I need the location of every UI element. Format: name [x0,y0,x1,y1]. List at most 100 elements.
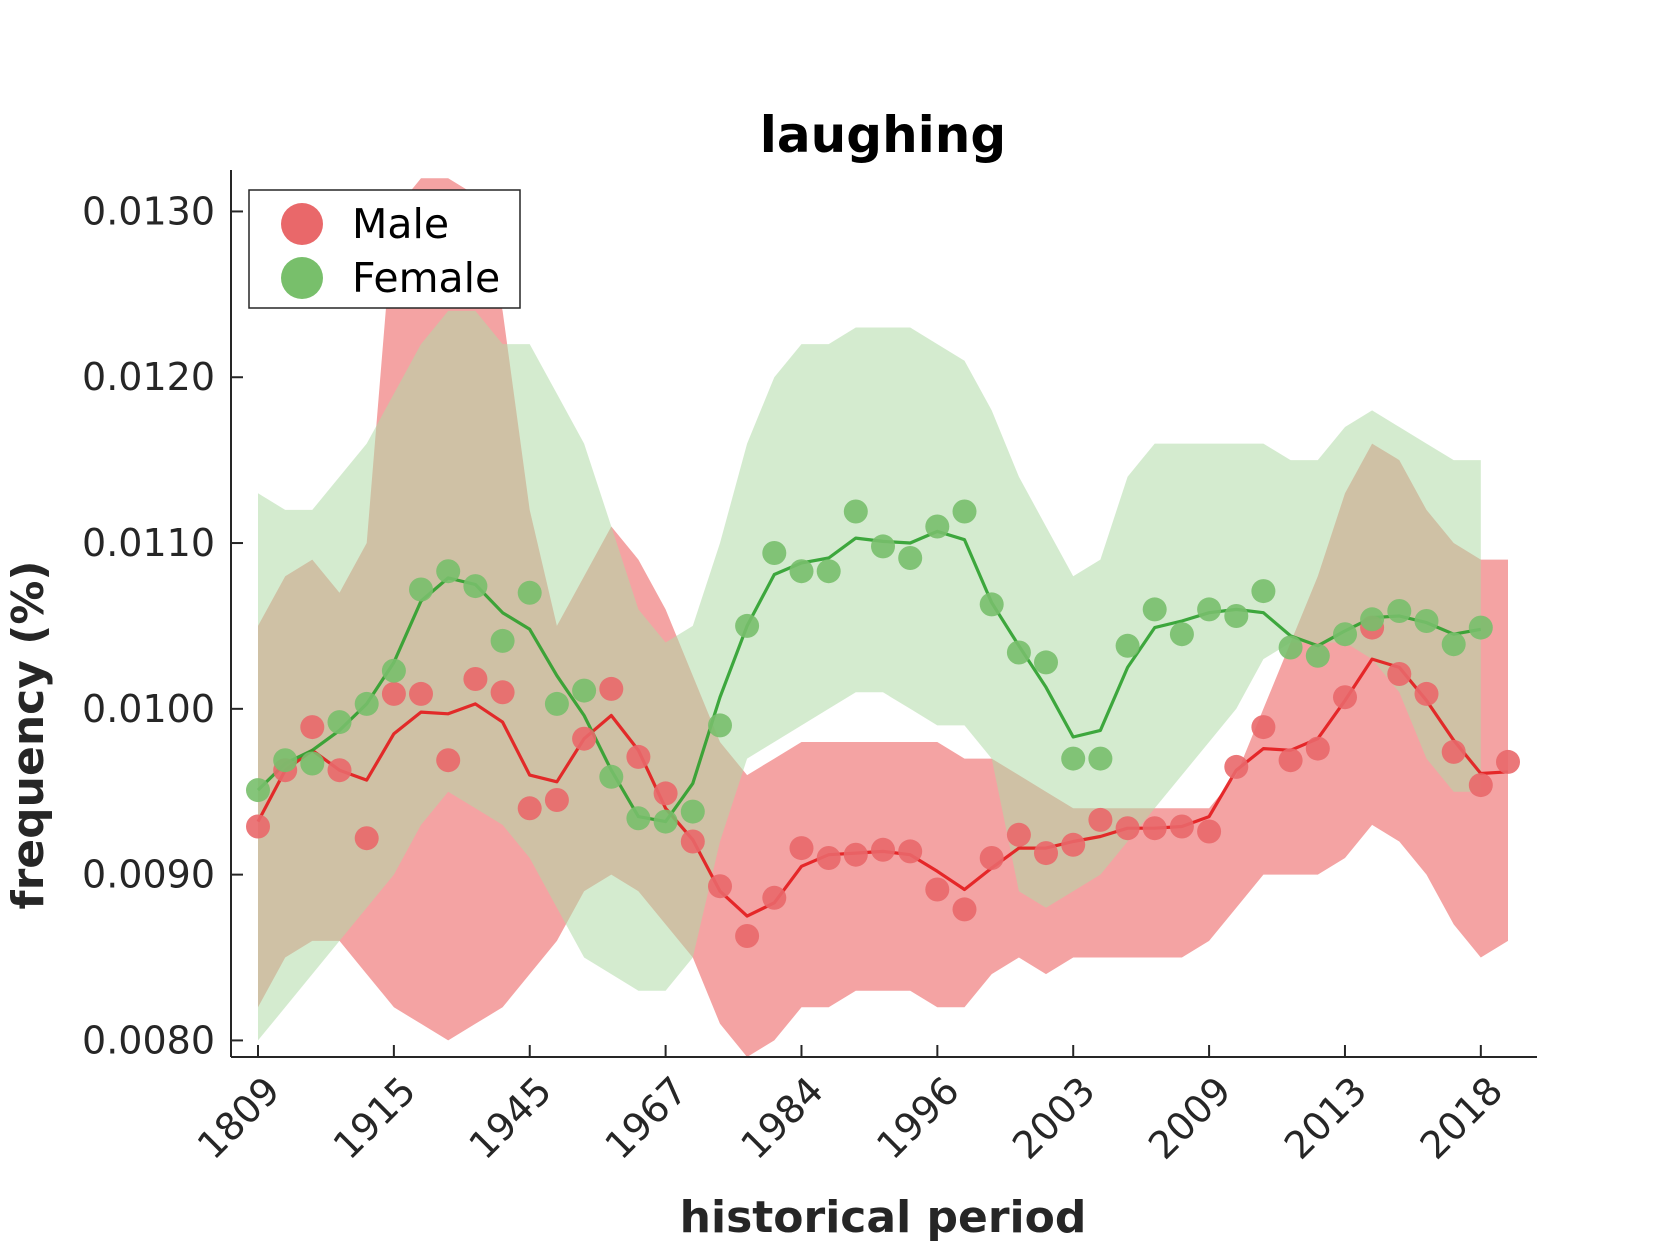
male-point [517,796,542,821]
female-point [871,534,895,559]
male-point [708,874,732,899]
legend-marker-male [281,203,323,245]
male-point [1034,841,1058,866]
male-point [544,788,569,812]
legend-marker-female [281,257,323,299]
y-tick-label: 0.0100 [82,687,215,731]
male-point [1061,832,1086,857]
male-point [1468,773,1493,798]
x-tick-label: 1996 [868,1068,968,1168]
male-point [1142,816,1167,841]
female-point [273,748,298,773]
female-point [246,778,270,803]
female-point [1468,615,1493,640]
female-point [789,559,814,584]
female-point [898,546,923,570]
confidence-bands [258,178,1508,1057]
female-point [1088,746,1113,771]
female-point [1142,597,1167,622]
female-point [1414,609,1439,633]
male-point [490,680,515,705]
female-point [1169,622,1194,647]
female-band [258,310,1481,1041]
male-point [762,885,787,910]
male-point [1224,754,1249,779]
plot-area [246,178,1520,1057]
female-point [1278,635,1303,660]
male-point [409,681,433,706]
male-point [1414,681,1439,706]
male-point [572,726,597,751]
male-point [300,715,325,740]
female-trend-line [256,529,1482,824]
x-tick-label: 2003 [1004,1068,1104,1168]
y-tick-label: 0.0110 [82,521,215,565]
female-point [952,499,977,524]
female-point [463,574,488,599]
male-point [1387,662,1412,686]
male-point [463,667,488,691]
y-tick-label: 0.0090 [82,853,215,897]
male-point [843,842,868,867]
female-point [1115,633,1140,658]
male-point [1115,816,1140,841]
x-tick-label: 2013 [1276,1068,1376,1168]
female-point [1061,746,1086,771]
female-point [653,809,678,834]
male-point [789,836,814,861]
male-point [436,748,461,773]
male-point [1305,736,1330,761]
male-point [1197,819,1222,844]
female-point [762,541,787,565]
male-point [1496,749,1520,774]
male-point [599,676,624,701]
male-point [327,758,352,783]
x-tick-label: 1984 [732,1068,832,1168]
female-point [327,710,352,735]
female-point [925,514,950,539]
male-point [626,744,651,769]
chart-title: laughing [760,106,1006,164]
data-points [246,499,1520,948]
female-point [572,678,597,703]
legend: Male Female [248,189,521,309]
female-point [1387,599,1412,623]
x-tick-label: 1967 [596,1068,696,1168]
female-point [599,764,624,789]
y-tick-label: 0.0130 [82,189,215,233]
female-point [735,613,760,638]
female-point [1006,640,1031,665]
female-point [354,691,379,716]
female-point [1034,650,1058,675]
male-point [381,681,406,706]
female-point [1441,632,1466,657]
female-point [409,577,433,602]
male-point [246,814,270,839]
x-tick-label: 1915 [325,1068,425,1168]
y-axis-label: frequency (%) [3,560,54,909]
female-point [517,580,542,605]
male-point [354,826,379,851]
female-point [300,751,325,776]
legend-label-female: Female [352,254,500,302]
male-point [1441,739,1466,764]
male-point [680,829,705,854]
male-point [952,897,977,922]
male-point [925,877,950,902]
male-point [898,839,923,864]
male-point [1088,807,1113,832]
female-point [708,713,732,738]
female-point [1251,579,1276,604]
male-point [1333,685,1357,710]
female-point [1360,607,1385,632]
x-tick-label: 2018 [1412,1068,1512,1168]
x-tick-label: 1809 [189,1068,289,1168]
male-point [1251,715,1276,740]
male-point [653,781,678,806]
female-point [1305,643,1330,668]
x-tick-label: 2009 [1140,1068,1240,1168]
female-point [1197,597,1222,622]
male-point [871,837,895,862]
y-tick-label: 0.0080 [82,1018,215,1062]
